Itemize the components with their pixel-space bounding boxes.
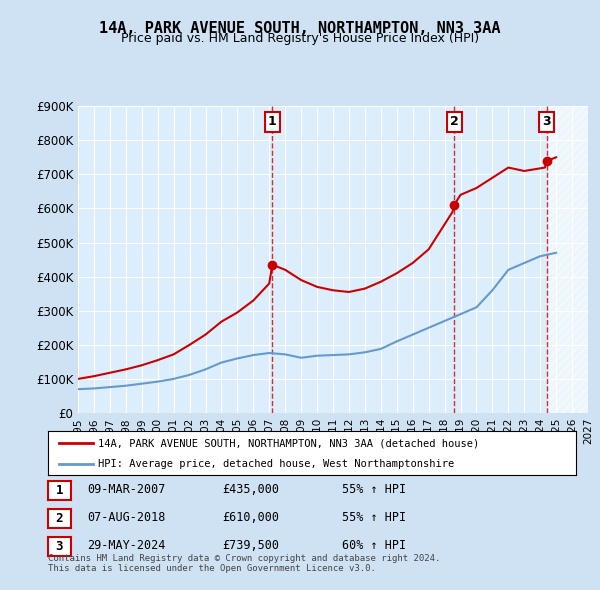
Text: 09-MAR-2007: 09-MAR-2007 (87, 483, 166, 496)
Text: 2: 2 (450, 116, 458, 129)
Text: 60% ↑ HPI: 60% ↑ HPI (342, 539, 406, 552)
Text: 29-MAY-2024: 29-MAY-2024 (87, 539, 166, 552)
Text: Contains HM Land Registry data © Crown copyright and database right 2024.
This d: Contains HM Land Registry data © Crown c… (48, 554, 440, 573)
Text: 55% ↑ HPI: 55% ↑ HPI (342, 483, 406, 496)
Text: £435,000: £435,000 (222, 483, 279, 496)
Text: 55% ↑ HPI: 55% ↑ HPI (342, 511, 406, 524)
Text: 14A, PARK AVENUE SOUTH, NORTHAMPTON, NN3 3AA (detached house): 14A, PARK AVENUE SOUTH, NORTHAMPTON, NN3… (98, 438, 479, 448)
Text: HPI: Average price, detached house, West Northamptonshire: HPI: Average price, detached house, West… (98, 459, 454, 469)
Text: 07-AUG-2018: 07-AUG-2018 (87, 511, 166, 524)
Text: 14A, PARK AVENUE SOUTH, NORTHAMPTON, NN3 3AA: 14A, PARK AVENUE SOUTH, NORTHAMPTON, NN3… (99, 21, 501, 35)
Text: 3: 3 (56, 540, 63, 553)
Text: 2: 2 (56, 512, 63, 525)
Text: £610,000: £610,000 (222, 511, 279, 524)
Text: 1: 1 (56, 484, 63, 497)
Bar (548, 106, 588, 413)
Text: £739,500: £739,500 (222, 539, 279, 552)
Text: Price paid vs. HM Land Registry's House Price Index (HPI): Price paid vs. HM Land Registry's House … (121, 32, 479, 45)
Text: 1: 1 (268, 116, 277, 129)
Text: 3: 3 (542, 116, 551, 129)
